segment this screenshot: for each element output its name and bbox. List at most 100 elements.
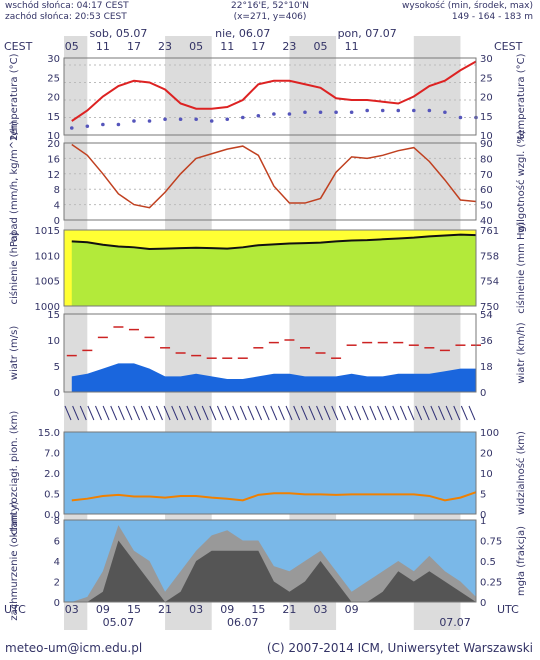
wind-direction-arrow bbox=[453, 405, 461, 421]
dewpoint-point bbox=[225, 117, 230, 122]
wind-direction-arrow bbox=[156, 405, 163, 421]
y-tick-right: 70 bbox=[480, 170, 493, 181]
top-hour-labels: 05 11 17 23 05 11 17 23 05 11 bbox=[65, 40, 359, 53]
y-tick-left: 1015 bbox=[35, 226, 60, 237]
dewpoint-point bbox=[194, 117, 198, 122]
wind-direction-arrow bbox=[338, 405, 346, 421]
y-axis-label-right: temperatura (°C) bbox=[516, 53, 527, 139]
dewpoint-point bbox=[365, 108, 369, 113]
y-tick-left: 1005 bbox=[35, 277, 60, 288]
y-axis-label-right: wilgotność wzgl. (%) bbox=[515, 130, 527, 233]
pressure-area bbox=[71, 234, 476, 306]
top-day-label: sob, 05.07 bbox=[89, 27, 147, 40]
top-hour-label: 17 bbox=[127, 40, 141, 53]
wind-direction-arrow bbox=[232, 405, 240, 421]
dewpoint-point bbox=[396, 108, 401, 113]
dewpoint-point bbox=[101, 122, 105, 127]
wind-direction-arrow bbox=[133, 405, 141, 421]
dewpoint-point bbox=[132, 119, 136, 123]
wind-direction-arrow bbox=[293, 405, 301, 421]
wind-direction-arrow bbox=[255, 405, 263, 421]
dewpoint-point bbox=[85, 124, 90, 129]
dewpoint-point bbox=[303, 110, 307, 115]
y-tick-left: 0 bbox=[54, 598, 60, 609]
y-tick-left: 2.0 bbox=[44, 469, 60, 480]
bottom-hour-label: 21 bbox=[282, 603, 296, 616]
temp-line bbox=[71, 60, 477, 122]
y-axis-label-left: temperatura (°C) bbox=[9, 53, 20, 139]
y-tick-left: 20 bbox=[47, 139, 60, 150]
dewpoint-point bbox=[287, 112, 292, 116]
dewpoint-point bbox=[147, 119, 152, 123]
bottom-hour-label: 15 bbox=[127, 603, 141, 616]
dewpoint-point bbox=[240, 115, 245, 120]
sunset-text: zachód słońca: 20:53 CEST bbox=[5, 11, 127, 22]
bottom-hour-label: 03 bbox=[314, 603, 328, 616]
email-link[interactable]: meteo-um@icm.edu.pl bbox=[5, 641, 142, 655]
tz-left-bottom: UTC bbox=[4, 603, 26, 616]
wind-direction-arrow bbox=[430, 405, 438, 421]
bottom-hour-label: 09 bbox=[220, 603, 234, 616]
y-tick-left: 10 bbox=[47, 131, 60, 142]
wind-direction-arrow bbox=[102, 405, 110, 421]
y-tick-right: 754 bbox=[480, 277, 499, 288]
bottom-hour-label: 09 bbox=[345, 603, 359, 616]
y-axis-label-left: wiatr (m/s) bbox=[9, 326, 20, 381]
y-tick-left: 8 bbox=[54, 516, 60, 527]
y-tick-right: 750 bbox=[480, 302, 499, 313]
y-tick-left: 5 bbox=[54, 362, 60, 373]
wind-direction-arrow bbox=[270, 405, 278, 421]
bottom-hour-label: 21 bbox=[158, 603, 172, 616]
top-hour-label: 23 bbox=[158, 40, 172, 53]
wind-direction-arrow bbox=[407, 405, 415, 421]
y-tick-right: 25 bbox=[480, 73, 493, 84]
y-tick-right: 20 bbox=[480, 93, 493, 104]
top-hour-label: 05 bbox=[189, 40, 203, 53]
y-tick-left: 0 bbox=[54, 388, 60, 399]
cloud-base-line bbox=[71, 491, 477, 502]
wind-direction-arrow bbox=[194, 405, 202, 421]
humidity-line bbox=[71, 143, 477, 209]
wind-direction-arrow bbox=[224, 405, 232, 421]
dewpoint-point bbox=[256, 113, 261, 118]
wind-direction-arrow bbox=[64, 405, 72, 421]
y-tick-right: 15 bbox=[480, 112, 493, 123]
y-tick-left: 1010 bbox=[35, 251, 60, 262]
y-tick-left: 1000 bbox=[35, 302, 60, 313]
wind-direction-arrow bbox=[186, 405, 194, 421]
panel-frame-5 bbox=[63, 431, 477, 515]
wind-direction-arrow bbox=[209, 405, 217, 421]
wind-direction-arrow bbox=[163, 405, 171, 421]
wind-direction-arrow bbox=[438, 405, 445, 421]
y-axis-label-right: mgła (frakcja) bbox=[516, 526, 527, 596]
y-tick-left: 15.0 bbox=[38, 428, 60, 439]
top-hour-label: 11 bbox=[96, 40, 110, 53]
y-tick-left: 25 bbox=[47, 73, 60, 84]
y-tick-right: 54 bbox=[480, 310, 493, 321]
altitude-label: wysokość (min, środek, max) bbox=[402, 0, 533, 11]
wind-direction-arrow bbox=[95, 405, 102, 421]
bottom-date-label: 07.07 bbox=[439, 616, 471, 629]
wind-direction-arrow bbox=[361, 405, 369, 421]
y-tick-right: 0 bbox=[480, 388, 486, 399]
bottom-hour-labels: 03 09 15 21 03 09 15 21 03 09 bbox=[65, 603, 359, 616]
dewpoint-point bbox=[318, 110, 323, 115]
y-tick-left: 4 bbox=[54, 557, 60, 568]
y-tick-right: 0.75 bbox=[480, 537, 502, 548]
y-tick-left: 6 bbox=[54, 537, 60, 548]
y-tick-right: 60 bbox=[480, 185, 493, 196]
dewpoint-point bbox=[334, 110, 338, 115]
coords-text: 22°16'E, 52°10'N bbox=[231, 1, 309, 11]
y-axis-label-left: chm. rozciągł. pion. (km) bbox=[9, 411, 20, 536]
y-tick-left: 0 bbox=[54, 216, 60, 227]
wind-direction-arrow bbox=[285, 405, 293, 421]
wind-direction-arrow bbox=[262, 405, 270, 421]
wind-direction-arrow bbox=[399, 405, 407, 421]
y-tick-left: 8 bbox=[54, 185, 60, 196]
y-tick-right: 758 bbox=[480, 251, 499, 262]
cloud-layer-0 bbox=[71, 525, 476, 602]
wind-direction-arrow bbox=[331, 405, 339, 421]
y-axis-label-right: ciśnienie (mm Hg) bbox=[515, 222, 527, 314]
bottom-hour-label: 09 bbox=[96, 603, 110, 616]
dewpoint-point bbox=[209, 119, 214, 123]
